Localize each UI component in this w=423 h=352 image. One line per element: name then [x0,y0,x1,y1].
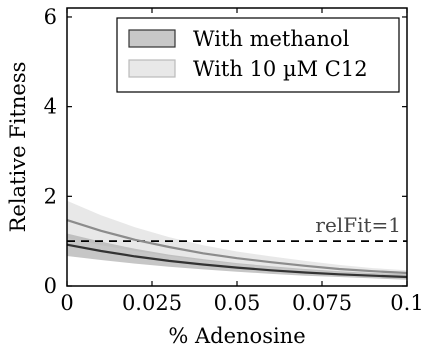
legend: With methanol With 10 µM C12 [117,18,399,92]
y-tick-label: 6 [44,5,57,29]
y-tick-label: 4 [44,95,57,119]
x-tick-label: 0.075 [292,291,352,315]
x-tick-label: 0.025 [122,291,182,315]
legend-label-c12: With 10 µM C12 [193,57,368,81]
reference-line-label: relFit=1 [315,213,401,237]
x-axis-label: % Adenosine [168,324,305,348]
legend-label-methanol: With methanol [193,27,350,51]
legend-swatch-c12 [129,60,175,77]
y-axis-label: Relative Fitness [6,62,30,233]
legend-swatch-methanol [129,30,175,47]
y-tick-label: 0 [44,274,57,298]
x-tick-label: 0 [60,291,73,315]
y-tick-label: 2 [44,184,57,208]
x-tick-label: 0.05 [214,291,261,315]
x-tick-label: 0.1 [390,291,423,315]
